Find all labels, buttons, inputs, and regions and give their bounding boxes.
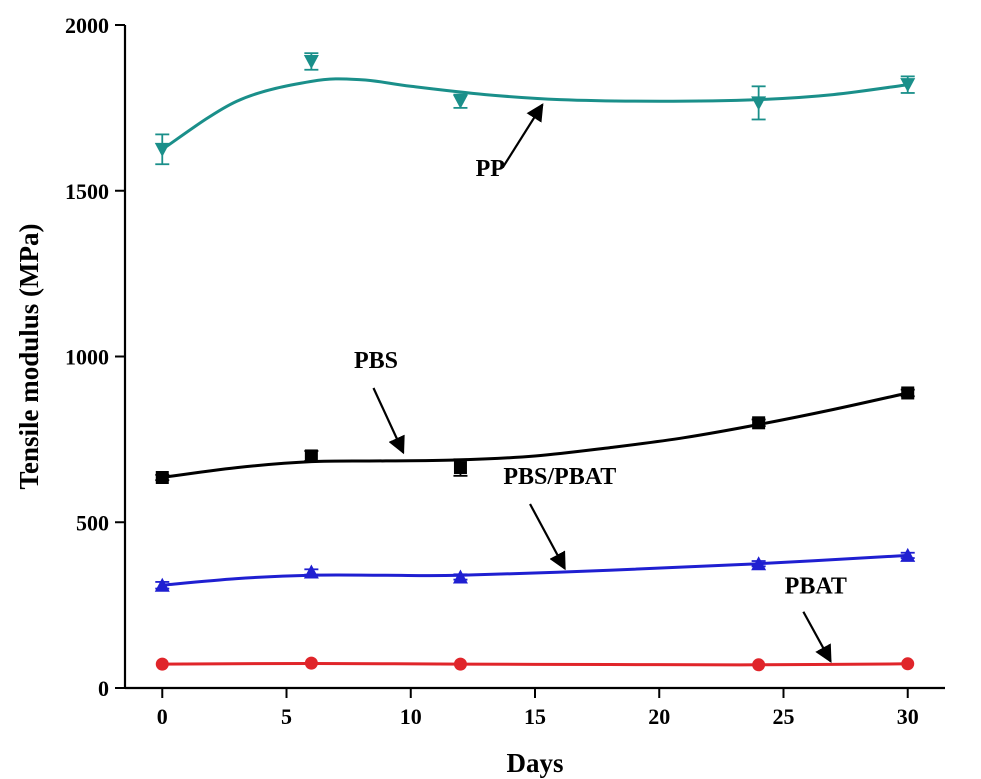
y-tick-label: 500 (76, 510, 109, 535)
point-pbat (155, 657, 169, 671)
series-line-pp (161, 77, 908, 151)
annotation-arrow-pbs (372, 387, 405, 455)
series-line-pbs (162, 391, 909, 479)
y-axis-title: Tensile modulus (MPa) (14, 223, 44, 489)
y-tick-label: 1500 (65, 179, 109, 204)
point-pbs (901, 386, 915, 400)
point-pbs-pbat (303, 564, 319, 579)
annotation-arrow-pp (501, 103, 544, 169)
x-axis-title: Days (506, 748, 563, 778)
series-line-pbat (162, 661, 908, 667)
annotation-label-pbs-pbat: PBS/PBAT (503, 464, 616, 490)
axes: 0 5 10 15 20 25 30 0 500 1000 1500 2000 (65, 13, 945, 729)
point-pp (900, 78, 916, 93)
annotation-label-pbat: PBAT (785, 574, 847, 600)
point-pbs-pbat (452, 569, 468, 584)
point-pbat (453, 657, 467, 671)
x-tick-label: 25 (772, 704, 794, 729)
annotation-arrow-pbs-pbat (529, 503, 566, 571)
x-tick-label: 5 (281, 704, 292, 729)
point-pbat (304, 656, 318, 670)
x-tick-label: 20 (648, 704, 670, 729)
point-pbat (752, 658, 766, 672)
y-tick-label: 0 (98, 676, 109, 701)
annotation-label-pp: PP (476, 156, 505, 182)
point-pbs-pbat (154, 577, 170, 592)
point-pbs (453, 461, 467, 475)
x-tick-label: 0 (157, 704, 168, 729)
annotation-arrow-pbat (802, 611, 832, 664)
point-pp (751, 96, 767, 111)
point-pp (303, 54, 319, 69)
point-pbs (752, 416, 766, 430)
point-pbat (901, 657, 915, 671)
point-pbs-pbat (900, 547, 916, 562)
annotation-label-pbs: PBS (354, 348, 398, 374)
x-tick-label: 10 (400, 704, 422, 729)
point-pbs (155, 470, 169, 484)
point-pbs-pbat (751, 556, 767, 571)
point-pp (452, 94, 468, 109)
x-tick-label: 15 (524, 704, 546, 729)
point-pbs (304, 449, 318, 463)
data-points (154, 52, 916, 672)
y-tick-label: 2000 (65, 13, 109, 38)
y-tick-label: 1000 (65, 345, 109, 370)
x-tick-label: 30 (897, 704, 919, 729)
annotations: PP PBS PBS/PBAT PBAT (354, 103, 847, 664)
point-pp (154, 142, 170, 157)
